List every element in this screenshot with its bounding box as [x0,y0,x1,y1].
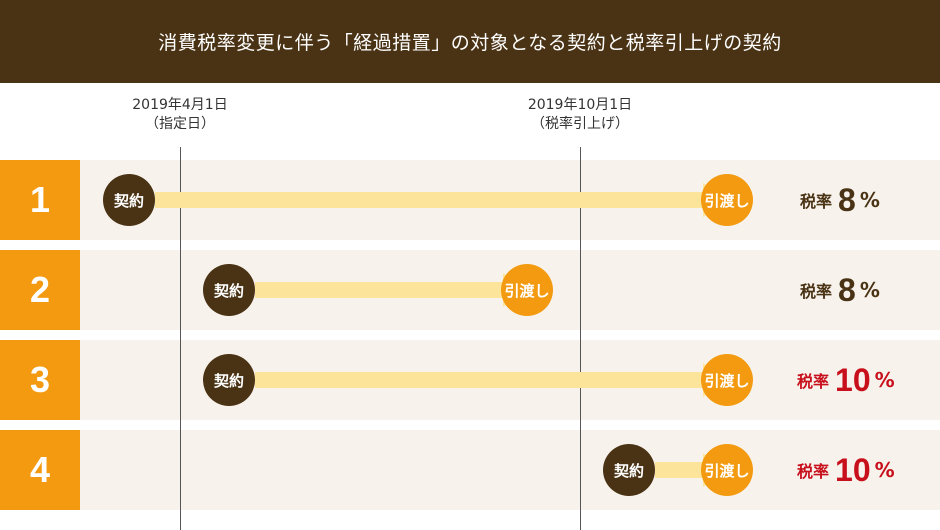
contract-circle: 契約 [103,174,155,226]
diagram-title: 消費税率変更に伴う「経過措置」の対象となる契約と税率引上げの契約 [158,32,782,54]
diagram-header: 消費税率変更に伴う「経過措置」の対象となる契約と税率引上げの契約 [0,0,940,83]
timeline-row-3: 3 契約 引渡し 税率 10 % [0,340,940,420]
timeline-row-1: 1 契約 引渡し 税率 8 % [0,160,940,240]
row-number: 4 [0,430,80,510]
tax-rate-label: 税率 [797,372,830,391]
period-arrow [255,250,525,330]
tax-rate-label: 税率 [797,462,830,481]
row-number: 3 [0,340,80,420]
tax-rate: 税率 10 % [797,430,895,510]
contract-circle: 契約 [203,264,255,316]
date-label-designated: 2019年4月1日 （指定日） [80,96,280,134]
tax-rate-value: 10 [835,451,871,488]
tax-rate: 税率 10 % [797,340,895,420]
delivery-circle: 引渡し [501,264,553,316]
date-note: （税率引上げ） [531,116,629,132]
tax-rate-label: 税率 [800,192,833,211]
delivery-circle: 引渡し [701,444,753,496]
tax-rate-unit: % [859,188,880,212]
tax-rate: 税率 8 % [800,160,880,240]
tax-rate-value: 8 [838,181,856,218]
contract-circle: 契約 [603,444,655,496]
designated-date-line [180,147,181,530]
tax-rate-unit: % [859,278,880,302]
tax-rate-unit: % [874,368,895,392]
tax-rate-label: 税率 [800,282,833,301]
row-number: 2 [0,250,80,330]
date-label-rate-increase: 2019年10月1日 （税率引上げ） [480,96,680,134]
period-arrow [155,160,725,240]
date-text: 2019年4月1日 [132,97,228,113]
date-text: 2019年10月1日 [527,97,633,113]
row-number: 1 [0,160,80,240]
tax-rate-value: 8 [838,271,856,308]
delivery-circle: 引渡し [701,174,753,226]
tax-rate: 税率 8 % [800,250,880,330]
date-note: （指定日） [145,116,215,132]
contract-circle: 契約 [203,354,255,406]
tax-rate-unit: % [874,458,895,482]
tax-rate-value: 10 [835,361,871,398]
period-arrow [255,340,725,420]
timeline-row-4: 4 契約 引渡し 税率 10 % [0,430,940,510]
delivery-circle: 引渡し [701,354,753,406]
rate-increase-date-line [580,147,581,530]
timeline-row-2: 2 契約 引渡し 税率 8 % [0,250,940,330]
